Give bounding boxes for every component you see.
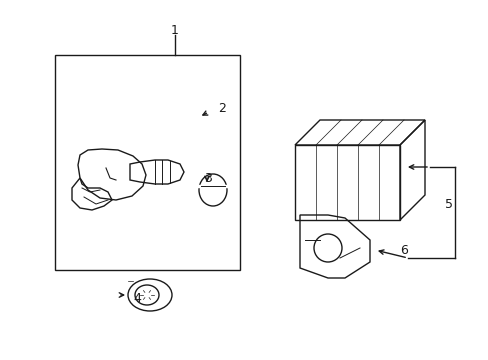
Bar (55, 55, 240, 270)
Text: 3: 3 (203, 171, 211, 184)
Text: 1: 1 (171, 23, 179, 36)
Text: 4: 4 (133, 292, 141, 305)
Text: 5: 5 (444, 198, 452, 211)
Text: 6: 6 (399, 243, 407, 256)
Text: 2: 2 (218, 102, 225, 114)
Bar (294, 145, 399, 220)
